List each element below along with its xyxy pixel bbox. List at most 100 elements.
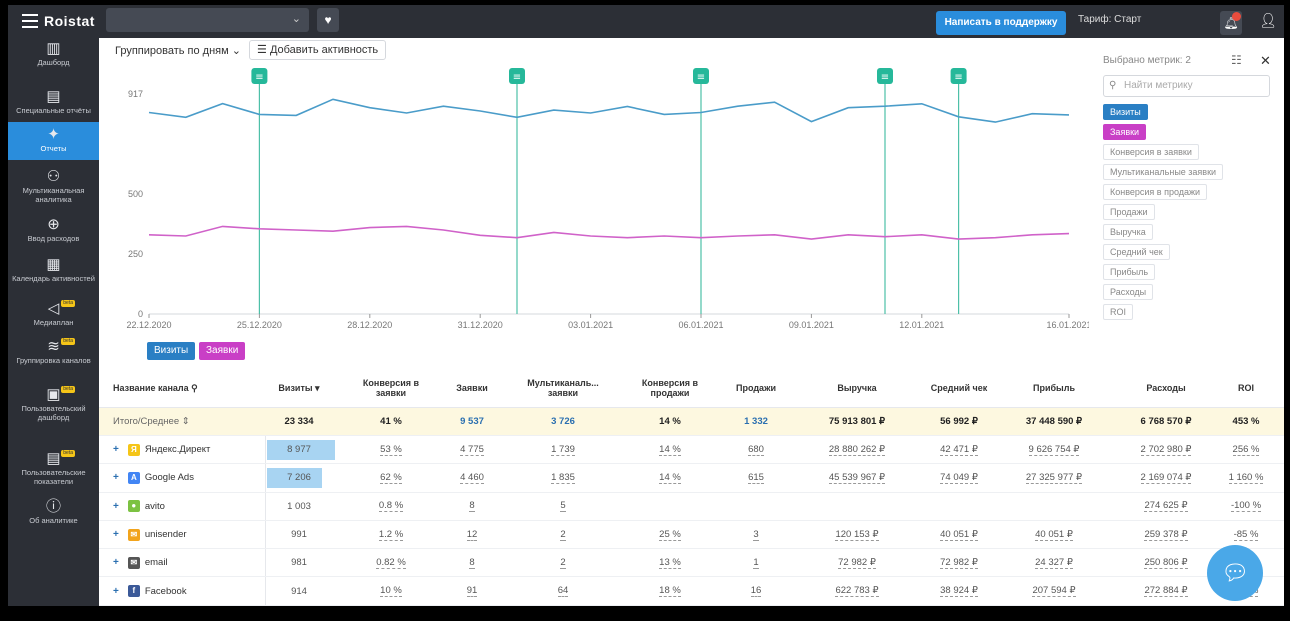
table-row[interactable]: + ✉ email 981 0.82 % 8 2 13 % 1 72 982 ₽ 72 982 ₽ 2… bbox=[99, 549, 1284, 578]
cell-conv_sales[interactable]: 14 % bbox=[659, 443, 681, 456]
channel-name[interactable]: Facebook bbox=[144, 585, 187, 597]
chat-button[interactable]: 💬︎ bbox=[1207, 545, 1263, 601]
cell-leads[interactable]: 8 bbox=[469, 556, 475, 569]
project-select[interactable]: ⌄ bbox=[106, 8, 309, 32]
cell-revenue[interactable]: 622 783 ₽ bbox=[835, 585, 879, 598]
cell-visits[interactable]: 7 206 bbox=[287, 472, 311, 484]
cell-roi[interactable]: -85 % bbox=[1233, 528, 1259, 541]
notifications-button[interactable]: 🔔︎ bbox=[1220, 11, 1242, 35]
cell-avg_check[interactable]: 40 051 ₽ bbox=[940, 528, 978, 541]
cell-visits[interactable]: 981 bbox=[291, 557, 307, 569]
cell-multi_leads[interactable]: 1 739 bbox=[551, 443, 575, 456]
cell-conv_leads[interactable]: 0.82 % bbox=[376, 556, 406, 569]
tariff-label[interactable]: Тариф: Старт bbox=[1078, 14, 1142, 25]
cell-expenses[interactable]: 259 378 ₽ bbox=[1144, 528, 1188, 541]
cell-conv_leads[interactable]: 0.8 % bbox=[378, 500, 404, 513]
table-row[interactable]: + Я Яндекс.Директ 8 977 53 % 4 775 1 739 14 % 68… bbox=[99, 436, 1284, 465]
support-button[interactable]: Написать в поддержку bbox=[936, 11, 1066, 35]
metric-chip[interactable]: Расходы bbox=[1103, 284, 1154, 300]
metric-chip[interactable]: Мультиканальные заявки bbox=[1103, 164, 1224, 180]
table-row[interactable]: + ● avito 1 003 0.8 % 8 5 274 625 ₽ -100 % bbox=[99, 493, 1284, 521]
cell-revenue[interactable]: 28 880 262 ₽ bbox=[828, 443, 886, 456]
channel-cell[interactable]: + ✉ email bbox=[99, 549, 265, 576]
metric-chip[interactable]: ROI bbox=[1103, 304, 1134, 320]
sidebar-item[interactable]: ▣ Пользовательский дашборд beta bbox=[8, 386, 99, 426]
cell-profit[interactable]: 9 626 754 ₽ bbox=[1028, 443, 1080, 456]
cell-multi_leads[interactable]: 5 bbox=[560, 500, 566, 513]
cell-conv_leads[interactable]: 1.2 % bbox=[378, 528, 404, 541]
cell-expenses[interactable]: 6 768 570 ₽ bbox=[1140, 416, 1192, 427]
metric-chip[interactable]: Конверсия в заявки bbox=[1103, 144, 1199, 160]
cell-multi_leads[interactable]: 2 bbox=[560, 528, 566, 541]
column-header-roi[interactable]: ROI bbox=[1237, 383, 1254, 393]
expand-icon[interactable]: + bbox=[113, 472, 119, 484]
legend-visits[interactable]: Визиты bbox=[147, 342, 196, 360]
cell-conv_sales[interactable]: 14 % bbox=[659, 471, 681, 484]
cell-revenue[interactable]: 75 913 801 ₽ bbox=[828, 416, 886, 427]
app-logo[interactable]: Roistat bbox=[44, 13, 95, 29]
cell-avg_check[interactable]: 38 924 ₽ bbox=[940, 585, 978, 598]
cell-roi[interactable]: -100 % bbox=[1230, 500, 1262, 513]
cell-conv_sales[interactable]: 25 % bbox=[659, 528, 681, 541]
cell-conv_leads[interactable]: 53 % bbox=[380, 443, 402, 456]
cell-revenue[interactable]: 72 982 ₽ bbox=[838, 556, 876, 569]
sidebar-item[interactable]: ▤ Пользовательские показатели beta bbox=[8, 450, 99, 490]
cell-conv_leads[interactable]: 10 % bbox=[380, 585, 402, 598]
cell-multi_leads[interactable]: 2 bbox=[560, 556, 566, 569]
column-header-leads[interactable]: Заявки bbox=[456, 383, 488, 393]
cell-multi_leads[interactable]: 3 726 bbox=[551, 416, 575, 427]
column-header-visits[interactable]: Визиты ▾ bbox=[278, 383, 320, 393]
table-row[interactable]: + A Google Ads 7 206 62 % 4 460 1 835 14 % 615 45… bbox=[99, 464, 1284, 493]
sidebar-item[interactable]: ▦ Календарь активностей bbox=[8, 256, 99, 294]
channel-cell[interactable]: + A Google Ads bbox=[99, 464, 265, 491]
cell-visits[interactable]: 1 003 bbox=[287, 500, 311, 512]
cell-expenses[interactable]: 272 884 ₽ bbox=[1144, 585, 1188, 598]
metric-chip[interactable]: Выручка bbox=[1103, 224, 1153, 240]
column-header-profit[interactable]: Прибыль bbox=[1033, 383, 1075, 393]
metric-chip[interactable]: Продажи bbox=[1103, 204, 1155, 220]
sidebar-item[interactable]: ▤ Специальные отчёты bbox=[8, 88, 99, 122]
cell-multi_leads[interactable]: 64 bbox=[557, 585, 569, 598]
cell-conv_sales[interactable]: 18 % bbox=[659, 585, 681, 598]
cell-expenses[interactable]: 2 702 980 ₽ bbox=[1140, 443, 1192, 456]
channel-name[interactable]: unisender bbox=[144, 529, 187, 541]
metric-chip[interactable]: Конверсия в продажи bbox=[1103, 184, 1208, 200]
cell-expenses[interactable]: 274 625 ₽ bbox=[1144, 500, 1188, 513]
metric-chip[interactable]: Визиты bbox=[1103, 104, 1148, 120]
cell-avg_check[interactable]: 42 471 ₽ bbox=[940, 443, 978, 456]
metric-chip[interactable]: Средний чек bbox=[1103, 244, 1170, 260]
cell-profit[interactable]: 37 448 590 ₽ bbox=[1025, 416, 1083, 427]
channel-name[interactable]: email bbox=[144, 557, 168, 569]
cell-visits[interactable]: 914 bbox=[291, 585, 307, 597]
cell-conv_leads[interactable]: 62 % bbox=[380, 471, 402, 484]
column-header-conv_leads[interactable]: Конверсия в заявки bbox=[362, 378, 420, 398]
cell-roi[interactable]: 453 % bbox=[1232, 416, 1260, 427]
cell-profit[interactable]: 207 594 ₽ bbox=[1032, 585, 1076, 598]
column-header-avg_check[interactable]: Средний чек bbox=[930, 383, 988, 393]
cell-visits[interactable]: 23 334 bbox=[284, 416, 314, 427]
sidebar-item[interactable]: ≋ Группировка каналов beta bbox=[8, 338, 99, 376]
channel-cell[interactable]: + f Facebook bbox=[99, 578, 265, 605]
channel-cell[interactable]: Итого/Среднее ⇕ bbox=[99, 408, 265, 435]
add-activity-button[interactable]: ☰ Добавить активность bbox=[249, 40, 387, 60]
hamburger-menu-icon[interactable] bbox=[22, 14, 38, 28]
list-view-icon[interactable]: ☷ bbox=[1231, 53, 1242, 67]
metric-chip[interactable]: Прибыль bbox=[1103, 264, 1156, 280]
cell-leads[interactable]: 91 bbox=[466, 585, 478, 598]
cell-roi[interactable]: 1 160 % bbox=[1228, 471, 1264, 484]
cell-visits[interactable]: 8 977 bbox=[287, 444, 311, 456]
group-by-dropdown[interactable]: Группировать по дням ⌄ bbox=[115, 45, 241, 57]
column-header-expenses[interactable]: Расходы bbox=[1146, 383, 1186, 393]
cell-leads[interactable]: 4 775 bbox=[460, 443, 484, 456]
cell-leads[interactable]: 4 460 bbox=[460, 471, 484, 484]
cell-avg_check[interactable]: 56 992 ₽ bbox=[940, 416, 978, 427]
channel-cell[interactable]: + Я Яндекс.Директ bbox=[99, 436, 265, 463]
cell-visits[interactable]: 991 bbox=[291, 529, 307, 541]
cell-profit[interactable]: 27 325 977 ₽ bbox=[1025, 471, 1083, 484]
sidebar-item[interactable]: ✦ Отчеты bbox=[8, 122, 99, 160]
table-row[interactable]: + ✉ unisender 991 1.2 % 12 2 25 % 3 120 153 ₽ 40 0… bbox=[99, 521, 1284, 550]
channel-cell[interactable]: + ✉ unisender bbox=[99, 521, 265, 548]
close-icon[interactable]: ✕ bbox=[1260, 53, 1271, 68]
cell-sales[interactable]: 16 bbox=[750, 585, 762, 598]
expand-icon[interactable]: + bbox=[113, 529, 119, 541]
